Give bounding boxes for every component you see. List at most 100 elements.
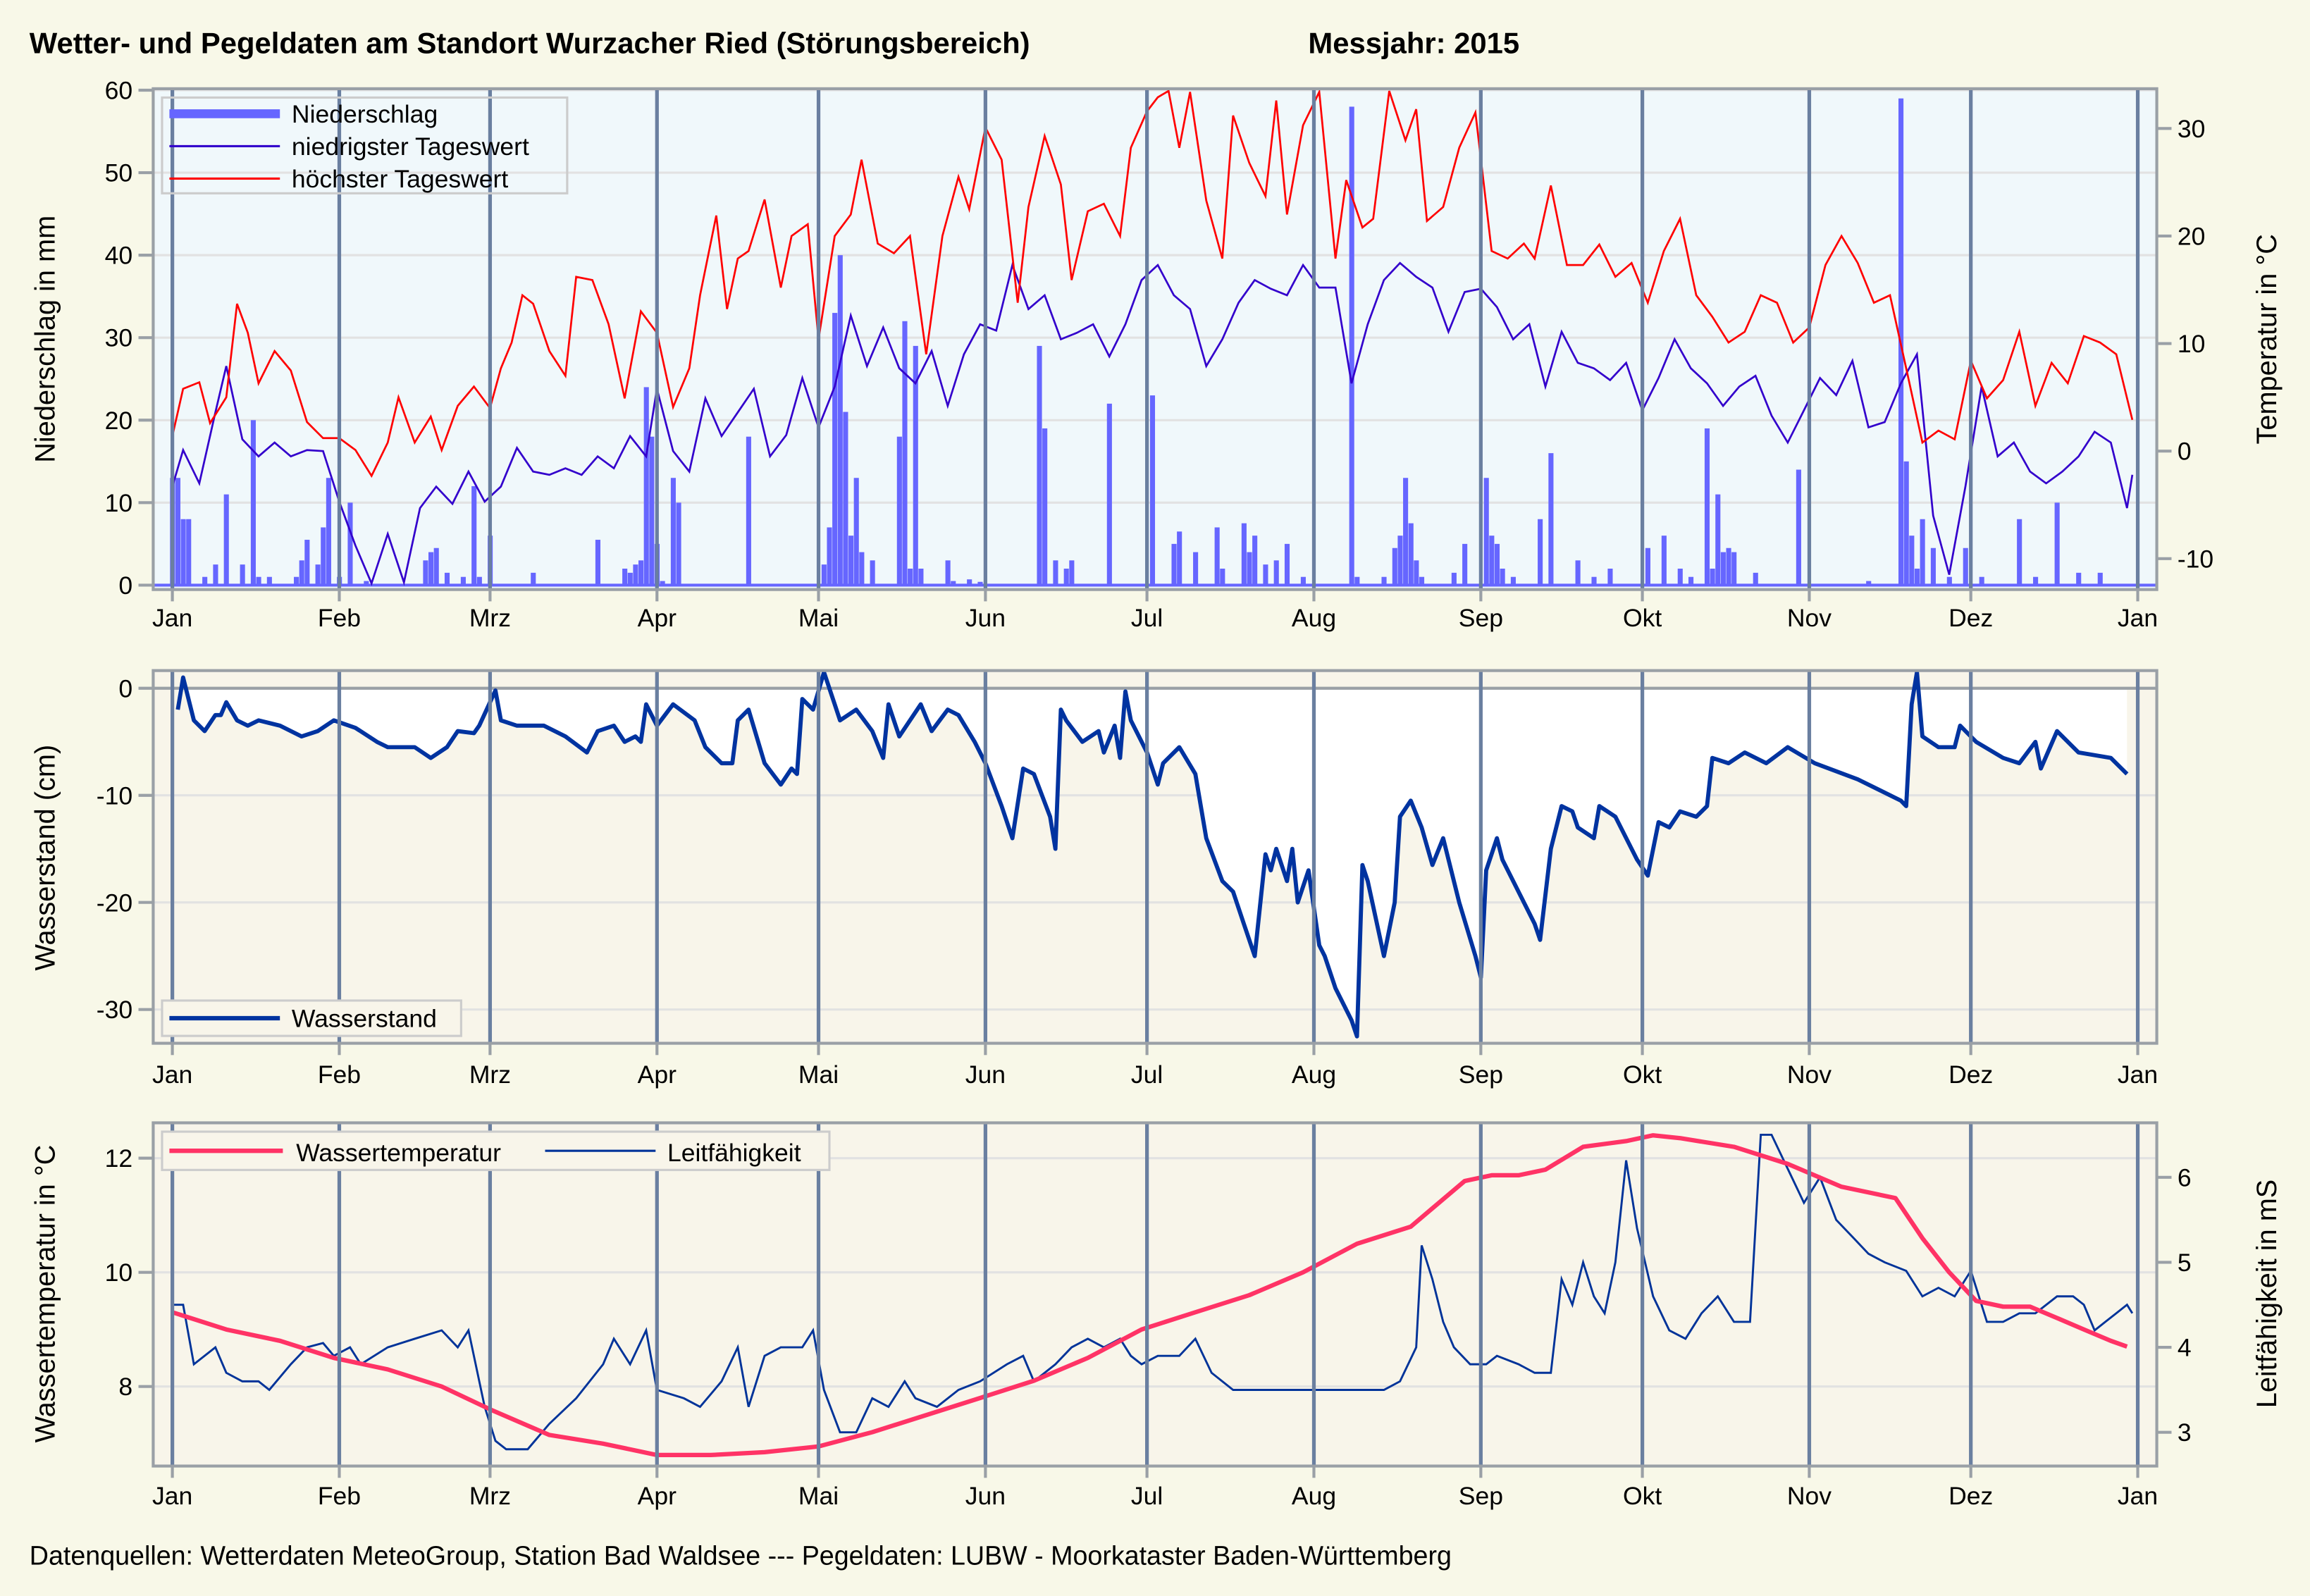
y-tick-label: 8: [118, 1373, 132, 1401]
precip-bar: [433, 548, 439, 586]
month-label: Jul: [1131, 604, 1163, 632]
precip-bar: [213, 564, 218, 586]
precip-bar: [1930, 548, 1936, 586]
month-label: Feb: [318, 1482, 361, 1510]
precip-bar: [902, 321, 908, 586]
month-label: Jun: [965, 604, 1006, 632]
month-label: Mai: [798, 604, 839, 632]
precip-bar: [853, 478, 859, 586]
precip-bar: [1241, 523, 1247, 586]
precip-bar: [364, 581, 369, 586]
precip-bar: [1451, 572, 1457, 586]
precip-bar: [1500, 568, 1505, 586]
precip-bar: [304, 540, 310, 586]
precip-bar: [1645, 548, 1650, 586]
month-label: Jan: [152, 1060, 192, 1089]
precip-bar: [1909, 536, 1915, 586]
precip-bar: [670, 478, 676, 586]
precip-bar: [848, 536, 854, 586]
precip-bar: [1063, 568, 1069, 586]
precip-bar: [1607, 568, 1613, 586]
water-level-area: [178, 672, 2127, 1037]
y2-tick-label: -10: [2178, 545, 2213, 573]
precip-bar: [1489, 536, 1495, 586]
legend-water-quality: Wassertemperatur Leitfähigkeit: [161, 1130, 831, 1171]
y-tick-label: 0: [118, 674, 132, 703]
month-label: Sep: [1459, 604, 1503, 632]
precip-bar: [870, 560, 875, 586]
precip-bar: [1397, 536, 1403, 586]
precip-bar: [622, 568, 628, 586]
y2-tick-label: 6: [2178, 1163, 2192, 1192]
precip-bar: [2017, 519, 2022, 586]
precip-bar: [1483, 478, 1489, 586]
precip-bar: [1677, 568, 1683, 586]
water-level-axis-label: Wasserstand (cm): [30, 745, 61, 971]
legend-weather: Niederschlag niedrigster Tageswert höchs…: [161, 96, 569, 194]
legend-water-level-label: Wasserstand: [292, 1005, 437, 1033]
plot-frame: [152, 1121, 2158, 1468]
precip-bar: [633, 564, 638, 586]
legend-conductivity: Leitfähigkeit: [667, 1139, 801, 1167]
month-label: Dez: [1948, 604, 1993, 632]
precip-bar: [1963, 548, 1968, 586]
y-tick-label: 50: [105, 159, 133, 187]
month-label: Mrz: [469, 604, 511, 632]
precip-bar: [531, 572, 536, 586]
precip-bar: [1177, 531, 1182, 586]
y2-tick-label: 0: [2178, 438, 2192, 466]
precip-bar: [1220, 568, 1225, 586]
precip-bar: [423, 560, 428, 586]
month-label: Jan: [2118, 1060, 2158, 1089]
precip-bar: [676, 502, 681, 586]
precip-bar: [186, 519, 192, 586]
precip-bar: [821, 564, 827, 586]
precip-bar: [1946, 576, 1952, 586]
y2-tick-label: 10: [2178, 330, 2206, 358]
month-label: Aug: [1292, 604, 1336, 632]
water-quality-panel: 8 10 12 3 4 5 6 Jan Feb Mrz Apr Mai Jun Jul Aug Sep Okt N…: [105, 1121, 2192, 1510]
y2-tick-label: 3: [2178, 1418, 2192, 1447]
legend-tmax: höchster Tageswert: [292, 165, 508, 193]
month-label: Jan: [2118, 604, 2158, 632]
y-tick-label: 10: [105, 489, 133, 517]
month-label: Sep: [1459, 1482, 1503, 1510]
y-tick-label: -20: [97, 889, 132, 917]
precip-bar: [945, 560, 951, 586]
water-temp-axis-label: Wassertemperatur in °C: [30, 1145, 61, 1443]
legend-tmin: niedrigster Tageswert: [292, 132, 529, 161]
precip-bar: [918, 568, 924, 586]
precip-bar: [1349, 106, 1354, 586]
precip-bar: [1494, 543, 1500, 586]
precip-bar: [1462, 543, 1468, 586]
y-tick-label: 10: [105, 1258, 133, 1287]
precip-bar: [843, 412, 848, 586]
precip-bar: [1403, 478, 1409, 586]
month-label: Okt: [1623, 604, 1662, 632]
series-layer: [171, 1133, 2134, 1458]
precip-bar: [175, 478, 180, 586]
month-label: Nov: [1787, 604, 1832, 632]
precip-bar: [315, 564, 321, 586]
precip-bar: [1661, 536, 1667, 586]
precip-bar: [1796, 469, 1801, 586]
legend-water-level: Wasserstand: [161, 999, 462, 1037]
legend-precip: Niederschlag: [292, 100, 438, 128]
precip-bar: [1591, 576, 1597, 586]
precip-bar: [326, 478, 331, 586]
precip-bar: [951, 581, 956, 586]
y2-tick-label: 5: [2178, 1249, 2192, 1277]
month-label: Jan: [2118, 1482, 2158, 1510]
precip-bar: [250, 420, 256, 586]
precip-bar: [746, 436, 751, 586]
precip-bar: [827, 527, 832, 586]
precip-bar: [913, 345, 918, 586]
y-tick-label: 60: [105, 77, 133, 105]
precip-bar: [1720, 552, 1726, 586]
precip-bar: [1408, 523, 1414, 586]
precip-bar: [1354, 576, 1360, 586]
month-label: Okt: [1623, 1482, 1662, 1510]
y-tick-label: -10: [97, 781, 132, 810]
tmin-line: [171, 261, 2134, 586]
